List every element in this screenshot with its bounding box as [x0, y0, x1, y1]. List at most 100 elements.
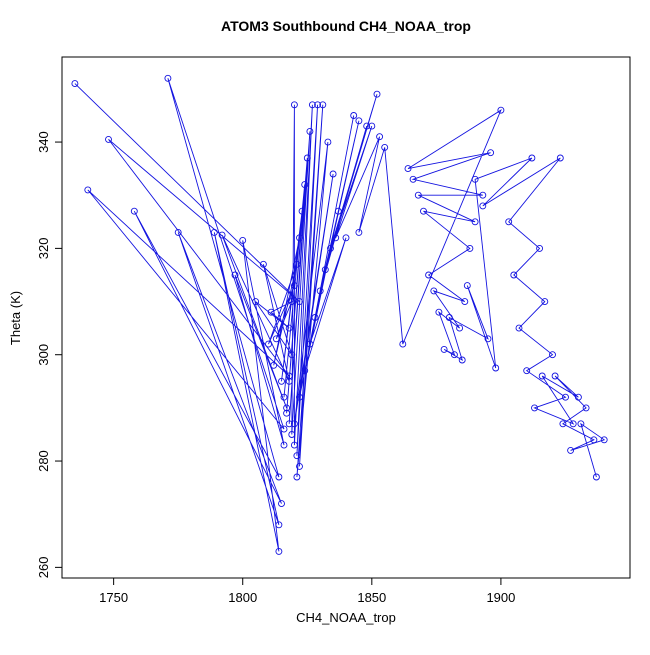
- data-point: [582, 404, 590, 412]
- data-point: [569, 420, 577, 428]
- y-tick-label: 340: [36, 131, 51, 153]
- data-point: [505, 218, 513, 226]
- data-point: [355, 117, 363, 125]
- data-point: [350, 112, 358, 119]
- data-point: [298, 207, 306, 215]
- data-point: [306, 127, 314, 135]
- data-point: [445, 314, 453, 321]
- data-point: [290, 282, 298, 290]
- data-point: [523, 367, 531, 375]
- data-point: [342, 234, 350, 242]
- data-point: [278, 377, 285, 385]
- data-point: [319, 101, 327, 109]
- data-point: [487, 149, 495, 157]
- x-tick-label: 1900: [486, 590, 515, 605]
- data-point: [528, 154, 536, 162]
- data-point: [492, 364, 500, 372]
- data-point: [272, 335, 280, 343]
- data-point: [303, 154, 311, 162]
- data-point: [404, 165, 412, 173]
- data-point: [306, 340, 314, 348]
- series-line: [74, 78, 606, 552]
- data-point: [531, 404, 538, 412]
- data-point: [293, 473, 301, 481]
- data-point: [559, 420, 567, 428]
- y-tick-label: 260: [36, 557, 51, 579]
- data-point: [461, 298, 469, 306]
- data-point: [296, 462, 303, 470]
- data-point: [296, 393, 303, 401]
- data-point: [334, 207, 342, 215]
- data-point: [458, 356, 466, 364]
- data-point: [399, 340, 407, 348]
- data-point: [321, 266, 329, 274]
- data-point: [538, 372, 546, 380]
- y-tick-label: 280: [36, 450, 51, 472]
- data-series: [71, 74, 608, 555]
- data-point: [84, 186, 92, 194]
- data-point: [479, 191, 487, 199]
- data-point: [288, 351, 296, 359]
- data-point: [280, 393, 288, 401]
- data-point: [314, 101, 322, 109]
- data-point: [290, 441, 298, 449]
- data-point: [577, 420, 585, 428]
- data-point: [285, 372, 293, 380]
- data-point: [574, 393, 582, 401]
- data-point: [430, 287, 438, 295]
- data-point: [440, 345, 448, 353]
- data-point: [510, 271, 518, 279]
- data-point: [456, 324, 464, 332]
- data-point: [285, 420, 293, 428]
- data-point: [551, 372, 559, 380]
- data-point: [373, 90, 381, 98]
- data-point: [425, 271, 433, 279]
- y-tick-label: 320: [36, 238, 51, 260]
- data-point: [285, 324, 293, 332]
- axes-layer: 1750 1800 1850 1900 260 280 300 320 340: [36, 131, 515, 605]
- data-point: [450, 351, 458, 359]
- data-point: [278, 500, 285, 508]
- data-point: [435, 308, 443, 316]
- data-point: [293, 452, 301, 460]
- data-point: [280, 425, 288, 433]
- data-point: [327, 244, 334, 252]
- data-point: [130, 207, 138, 215]
- data-point: [311, 314, 319, 321]
- data-point: [290, 420, 298, 428]
- data-point: [283, 404, 291, 412]
- data-point: [484, 335, 492, 343]
- data-point: [590, 436, 598, 444]
- x-tick-label: 1850: [357, 590, 386, 605]
- data-point: [296, 298, 303, 306]
- x-axis-label: CH4_NOAA_trop: [296, 610, 396, 625]
- data-point: [479, 202, 487, 210]
- data-point: [174, 228, 182, 236]
- data-point: [414, 191, 422, 199]
- data-point: [301, 367, 309, 375]
- data-point: [301, 181, 309, 189]
- y-tick-label: 300: [36, 344, 51, 366]
- data-point: [210, 228, 218, 236]
- data-point: [567, 446, 575, 454]
- data-point: [293, 260, 301, 268]
- data-point: [332, 234, 340, 242]
- data-point: [316, 287, 324, 295]
- data-point: [368, 122, 376, 130]
- data-point: [515, 324, 523, 332]
- data-point: [549, 351, 556, 359]
- data-point: [324, 138, 332, 146]
- data-point: [288, 431, 296, 438]
- data-point: [280, 441, 288, 449]
- data-point: [541, 298, 549, 306]
- data-point: [556, 154, 564, 162]
- data-point: [105, 135, 112, 143]
- data-point: [71, 80, 79, 88]
- data-point: [275, 473, 283, 481]
- x-tick-label: 1750: [99, 590, 128, 605]
- data-point: [283, 409, 291, 417]
- data-point: [420, 207, 427, 215]
- data-point: [275, 521, 283, 529]
- data-point: [288, 298, 296, 306]
